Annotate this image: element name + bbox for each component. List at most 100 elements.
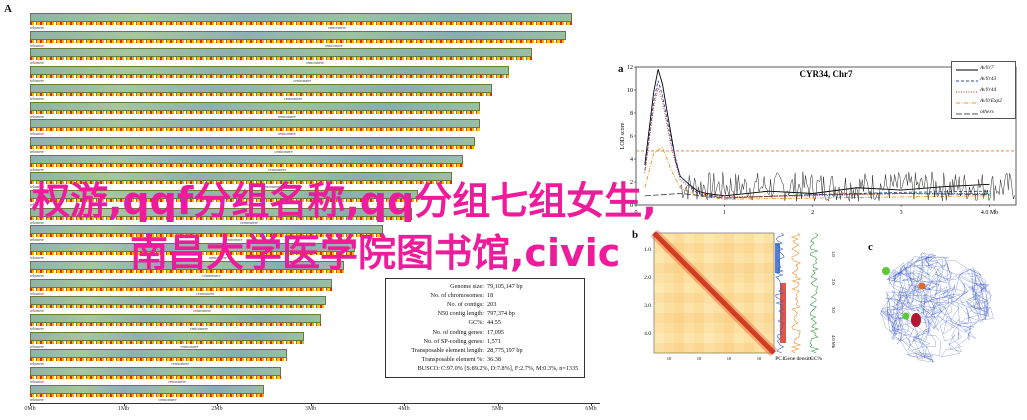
hic-track-line (809, 232, 820, 354)
chromosome-bar (30, 48, 532, 58)
hic-right-tick-label: 3.0 (831, 307, 836, 313)
stat-key: Transposable element %: (421, 355, 484, 363)
panel-a-tick (217, 403, 218, 406)
hic-band (724, 233, 734, 353)
telomere-label: telomere (30, 78, 44, 84)
hic-band (674, 233, 684, 353)
centromere-label: centromere (180, 343, 199, 349)
panel-a-karyotype: A centromere telomere centromere telomere ce… (4, 3, 600, 412)
stat-value: 203 (487, 301, 497, 309)
lod-legend-item: AvYr44 (980, 87, 997, 93)
hic-band (654, 253, 774, 263)
lod-y-tick-label: 4 (630, 157, 633, 163)
telomere-label: telomere (30, 343, 44, 349)
stat-key: Genome size: (450, 283, 484, 290)
hic-pc1-positive (780, 283, 786, 343)
hic-band (654, 233, 664, 353)
hic-y-tick-label: 1.0 (644, 247, 651, 253)
stat-key: Transposable element length: (411, 346, 484, 354)
panel-a-tick (123, 403, 125, 406)
panel-a-tick (497, 403, 499, 406)
hic-band (654, 233, 774, 243)
panel-network: c (862, 237, 1007, 367)
chromosome-bar (30, 260, 344, 270)
lod-y-tick-label: 0 (630, 203, 633, 209)
lod-x-tick-label: 4.0 Mb (981, 210, 998, 216)
locus-marker-green-2 (902, 312, 910, 320)
chromosome-bar (30, 225, 384, 235)
chromosome-bar (30, 172, 452, 182)
chromosome-gene-track (30, 305, 327, 309)
telomere-label: telomere (30, 308, 44, 314)
centromere-label: centromere (158, 396, 177, 402)
lod-background-signal (679, 171, 1015, 202)
genome-stats-table: Genome size: 79,105,147 bp No. of chromoso… (385, 278, 585, 378)
chromosome-bar (30, 349, 287, 359)
lod-y-tick-label: 8 (630, 111, 633, 117)
chromosome-bar (30, 296, 327, 306)
stat-value: 1,571 (487, 337, 501, 345)
chromosome-bar (30, 384, 264, 394)
lod-legend-swatch (956, 91, 978, 93)
chromosome-gene-track (30, 393, 264, 397)
lod-y-tick-label: 6 (630, 134, 633, 140)
stat-value: 44.55 (487, 319, 501, 327)
chromosome-bar (30, 243, 355, 253)
lod-y-axis-label: LOD score (620, 122, 626, 149)
chromosome-gene-track (30, 234, 384, 238)
hic-track-label: Gene density (784, 356, 813, 360)
telomere-label: telomere (30, 131, 44, 137)
centromere-label: centromere (293, 78, 312, 84)
hic-track-label: GC% (810, 356, 823, 360)
stat-value: 797,374 bp (487, 310, 515, 318)
hic-track-label: PC1 (775, 356, 785, 360)
stat-value: C:97.0% [S:89.2%, D:7.8%], F:2.7%, M:0.3… (441, 364, 579, 372)
centromere-label: centromere (196, 290, 215, 296)
chromosome-gene-track (30, 181, 452, 185)
centromere-label: centromere (261, 184, 280, 190)
lod-legend-swatch (956, 113, 978, 115)
telomere-label: telomere (30, 148, 44, 154)
hic-diagonal-halo (650, 229, 778, 357)
hic-band (694, 233, 704, 353)
lod-series-AvYrExp2 (644, 146, 990, 200)
lod-x-tick-label: 3 (900, 210, 903, 216)
chromosome-bar (30, 101, 481, 111)
centromere-label: centromere (202, 272, 221, 278)
centromere-label: centromere (277, 113, 296, 119)
centromere-label: centromere (167, 379, 186, 384)
chromosome-bar (30, 136, 475, 146)
panel-a-tick-label: 3Mb (304, 406, 317, 412)
chromosome-bar (30, 367, 281, 376)
hic-y-tick-label: 3.0 (644, 303, 651, 309)
locus-cluster-red (911, 313, 921, 327)
lod-series-others (644, 193, 990, 199)
centromere-label: centromere (274, 148, 293, 154)
hic-band (654, 303, 774, 313)
hic-band (654, 343, 774, 353)
lod-legend-item: AvYr43 (980, 76, 997, 82)
telomere-label: telomere (30, 42, 44, 48)
chromosome-gene-track (30, 22, 572, 25)
hic-diagonal (652, 231, 776, 355)
chromosome-bar (30, 190, 418, 199)
telomere-label: telomere (30, 237, 44, 243)
hic-band (654, 263, 774, 273)
chromosome-gene-track (30, 128, 481, 132)
stat-key: N50 contig length: (437, 310, 484, 318)
hic-x-tick-label: 10 (697, 356, 702, 360)
lod-legend-item: others (980, 109, 994, 115)
telomere-label: telomere (30, 379, 44, 384)
chromosome-gene-track (30, 163, 464, 167)
chromosome-gene-track (30, 75, 509, 79)
panel-a-tick (404, 403, 405, 406)
chromosome-gene-track (30, 358, 287, 362)
chromosome-gene-track (30, 216, 412, 220)
lod-legend-swatch (956, 102, 978, 104)
centromere-label: centromere (305, 60, 324, 66)
hic-band (734, 233, 744, 353)
stat-value: 36.38 (487, 355, 501, 363)
